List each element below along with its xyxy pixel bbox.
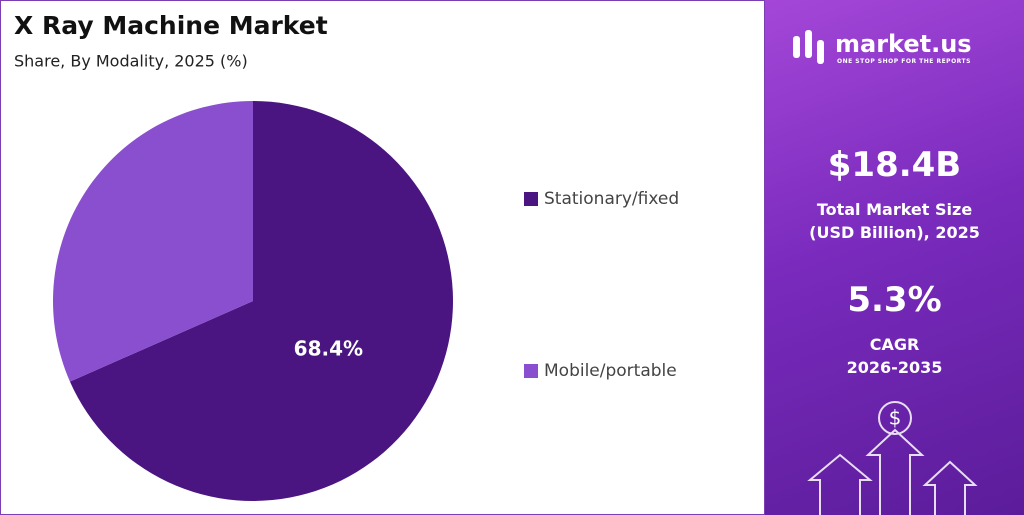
data-label: 68.4% [294, 337, 363, 361]
tagline: ONE STOP SHOP FOR THE REPORTS [837, 58, 971, 65]
legend-swatch [524, 192, 538, 206]
chart: X Ray Machine Market Share, By Modality,… [0, 0, 765, 515]
chart-subtitle: Share, By Modality, 2025 (%) [14, 52, 248, 71]
pie-slice [69, 101, 453, 501]
market-size: $18.4B [827, 145, 962, 185]
market-size-label: Total Market Size [816, 200, 973, 219]
decoration: $ [793, 30, 978, 515]
side-panel: $ market.us ONE STOP SHOP FOR THE REPORT… [765, 0, 1024, 515]
legend-label: Mobile/portable [544, 361, 677, 381]
legend-swatch [524, 364, 538, 378]
market-size-label: (USD Billion), 2025 [809, 223, 980, 242]
pie-slice [53, 101, 253, 382]
cagr: 5.3% [847, 280, 942, 320]
legend-label: Stationary/fixed [544, 189, 679, 209]
svg-text:$: $ [889, 406, 902, 430]
chart-title: X Ray Machine Market [14, 11, 328, 40]
cagr-label: CAGR [869, 335, 920, 354]
cagr-label: 2026-2035 [846, 358, 943, 377]
brand: market.us [835, 30, 972, 58]
